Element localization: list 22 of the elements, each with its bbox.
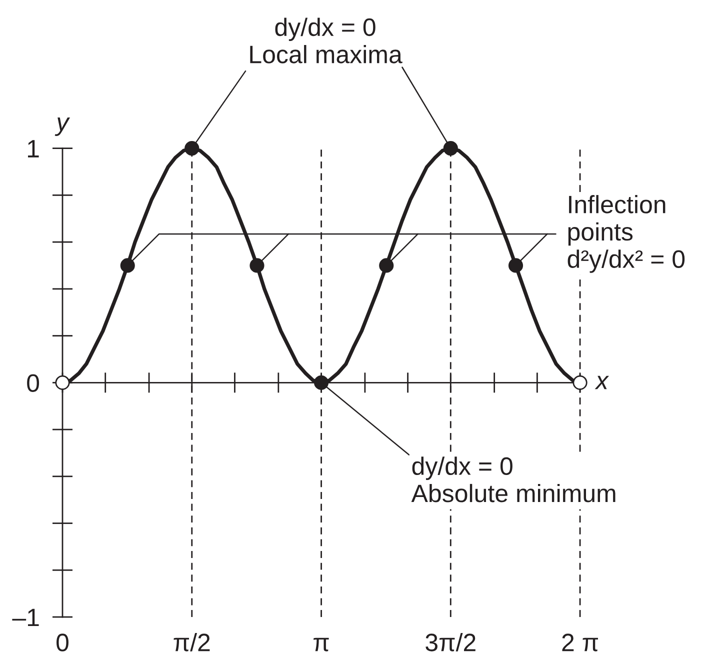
annotation: dy/dx = 0 Absolute minimum — [411, 456, 616, 502]
x-axis-title: x — [594, 376, 610, 390]
point — [508, 258, 524, 273]
point — [120, 258, 135, 273]
point — [443, 141, 458, 156]
y-tick-label: –1 — [12, 608, 39, 626]
point — [379, 258, 394, 273]
x-tick-label: 2 π — [562, 634, 598, 652]
x-tick-label: π/2 — [174, 633, 210, 652]
point — [250, 258, 264, 273]
x-tick-label: 3π/2 — [426, 633, 476, 652]
point — [314, 375, 329, 390]
x-tick-label: 0 — [56, 634, 68, 652]
x-tick-label: π — [314, 638, 329, 652]
point — [184, 141, 200, 156]
annotation: Inflection points d²y/dx² = 0 — [568, 195, 685, 273]
y-tick-label: 1 — [28, 140, 39, 158]
point — [55, 375, 70, 390]
point — [572, 375, 588, 390]
y-tick-label: 0 — [27, 374, 40, 392]
y-axis-title: y — [54, 118, 70, 136]
annotation: dy/dx = 0 Local maxima — [250, 18, 402, 64]
